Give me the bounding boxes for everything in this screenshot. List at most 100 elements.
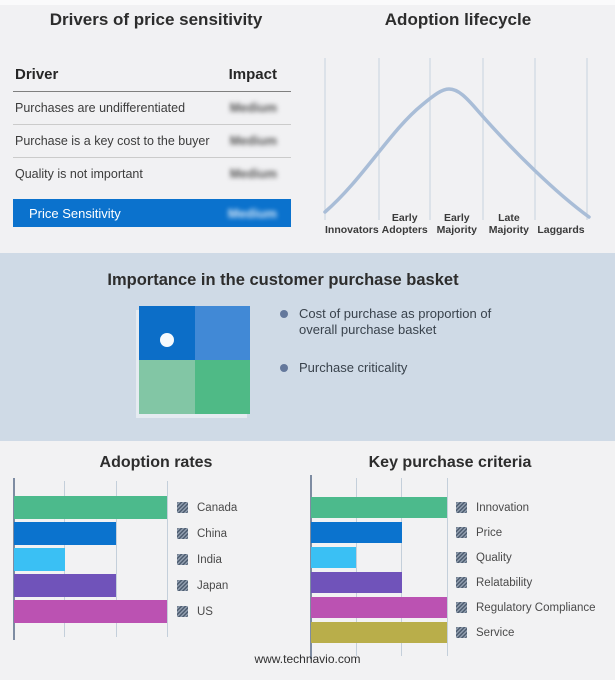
impact-cell-blurred: Medium	[227, 205, 277, 221]
legend-item-service: Service	[456, 622, 596, 643]
driver-cell: Purchase is a key cost to the buyer	[15, 134, 210, 148]
drivers-table-header: Driver Impact	[13, 66, 291, 92]
basket-section-title: Importance in the customer purchase bask…	[107, 271, 459, 289]
driver-cell: Price Sensitivity	[29, 205, 121, 221]
legend-label: India	[197, 553, 222, 566]
table-row: Quality is not important Medium	[13, 158, 291, 190]
legend-item-canada: Canada	[177, 496, 237, 519]
purchase-basket-section	[0, 253, 615, 441]
legend-swatch-icon	[177, 606, 188, 617]
bar-regulatory-compliance	[311, 597, 447, 618]
quadrant-cell-bottom-right	[195, 360, 250, 414]
key-purchase-criteria-legend: Innovation Price Quality Relatability Regula…	[456, 478, 596, 643]
bar-us	[14, 600, 167, 623]
adoption-rates-chart	[13, 478, 168, 640]
quadrant-matrix	[139, 306, 250, 414]
legend-label: Relatability	[476, 576, 533, 589]
bar-japan	[14, 574, 116, 597]
stage-label-early-adopters: Early Adopters	[381, 211, 428, 236]
legend-label: China	[197, 527, 228, 540]
legend-item-us: US	[177, 600, 237, 623]
legend-swatch-icon	[456, 552, 467, 563]
position-marker-dot	[160, 333, 174, 347]
legend-swatch-icon	[177, 528, 188, 539]
gridline	[115, 481, 117, 637]
price-sensitivity-highlight-row: Price Sensitivity Medium	[13, 199, 291, 227]
basket-legend: Cost of purchase as proportion of overal…	[280, 306, 495, 376]
legend-label: Japan	[197, 579, 229, 592]
legend-label: Canada	[197, 501, 238, 514]
legend-item-india: India	[177, 548, 237, 571]
impact-cell-blurred: Medium	[229, 101, 277, 115]
legend-swatch-icon	[177, 502, 188, 513]
legend-item-quality: Quality	[456, 547, 596, 568]
legend-item-japan: Japan	[177, 574, 237, 597]
legend-text: Purchase criticality	[299, 359, 408, 375]
legend-swatch-icon	[456, 527, 467, 538]
impact-cell-blurred: Medium	[229, 134, 277, 148]
bar-relatability	[311, 572, 402, 593]
legend-item-innovation: Innovation	[456, 497, 596, 518]
footer: www.technavio.com	[0, 652, 615, 666]
lifecycle-stage-labels: Innovators Early Adopters Early Majority La…	[325, 198, 587, 236]
adoption-rates-legend: Canada China India Japan US	[177, 481, 237, 623]
table-row: Purchases are undifferentiated Medium	[13, 92, 291, 125]
drivers-table: Driver Impact Purchases are undifferenti…	[13, 66, 291, 227]
drivers-panel-title: Drivers of price sensitivity	[49, 10, 263, 29]
stage-label-early-majority: Early Majority	[436, 211, 477, 236]
driver-cell: Purchases are undifferentiated	[15, 101, 186, 115]
lifecycle-panel-title: Adoption lifecycle	[384, 10, 532, 29]
key-purchase-criteria-chart	[310, 475, 448, 659]
impact-column-header: Impact	[228, 66, 277, 83]
impact-cell-blurred: Medium	[229, 167, 277, 181]
bar-india	[14, 548, 65, 571]
legend-item-price: Price	[456, 522, 596, 543]
stage-label-late-majority: Late Majority	[488, 211, 530, 236]
bar-china	[14, 522, 116, 545]
legend-swatch-icon	[456, 502, 467, 513]
website-link[interactable]: www.technavio.com	[254, 652, 361, 666]
chart-bars	[311, 478, 447, 656]
quadrant-cell-top-right	[195, 306, 250, 360]
bullet-icon	[280, 363, 288, 372]
legend-label: US	[197, 605, 213, 618]
stage-label-innovators: Innovators	[325, 223, 379, 236]
bar-canada	[14, 496, 167, 519]
stage-separator-lines	[324, 58, 588, 220]
legend-swatch-icon	[177, 580, 188, 591]
adoption-lifecycle-chart	[323, 58, 591, 220]
quadrant-cell-bottom-left	[139, 360, 195, 414]
bar-innovation	[311, 497, 447, 518]
bottom-section-background	[0, 441, 615, 680]
gridline	[167, 481, 168, 637]
legend-item-purchase-criticality: Purchase criticality	[280, 360, 495, 376]
bar-service	[311, 622, 447, 643]
legend-label: Price	[476, 526, 503, 539]
legend-item-regulatory-compliance: Regulatory Compliance	[456, 597, 596, 618]
legend-label: Regulatory Compliance	[476, 601, 596, 614]
gridline	[401, 478, 403, 656]
key-purchase-criteria-title: Key purchase criteria	[368, 454, 532, 471]
driver-column-header: Driver	[15, 66, 59, 83]
legend-item-china: China	[177, 522, 237, 545]
legend-item-relatability: Relatability	[456, 572, 596, 593]
bell-curve	[323, 87, 591, 219]
legend-text: Cost of purchase as proportion of overal…	[299, 306, 492, 338]
table-row: Purchase is a key cost to the buyer Medi…	[13, 125, 291, 158]
stage-label-laggards: Laggards	[537, 223, 585, 236]
bar-quality	[311, 547, 357, 568]
bar-price	[311, 522, 402, 543]
legend-swatch-icon	[456, 602, 467, 613]
top-margin-strip	[0, 0, 615, 5]
chart-bars	[14, 481, 167, 637]
driver-cell: Quality is not important	[15, 167, 143, 181]
gridline	[447, 478, 448, 656]
legend-label: Innovation	[476, 501, 530, 514]
legend-swatch-icon	[456, 577, 467, 588]
legend-swatch-icon	[456, 627, 467, 638]
bullet-icon	[280, 310, 288, 318]
legend-swatch-icon	[177, 554, 188, 565]
adoption-rates-title: Adoption rates	[99, 454, 213, 471]
legend-item-cost-of-purchase: Cost of purchase as proportion of overal…	[280, 306, 495, 339]
